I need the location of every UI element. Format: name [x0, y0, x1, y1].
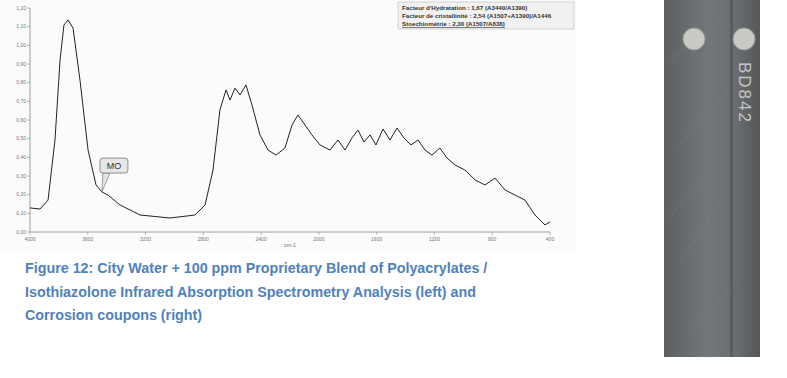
chart-background — [0, 0, 576, 250]
x-tick-label: 800 — [488, 236, 497, 242]
y-tick — [27, 45, 30, 46]
x-tick-label: 3600 — [82, 236, 93, 242]
info-line: Facteur d'Hydratation : 1,67 (A3440/A139… — [402, 4, 527, 11]
y-tick-label: 1,10 — [16, 23, 26, 29]
x-tick-label: 1600 — [371, 236, 382, 242]
y-tick — [27, 8, 30, 9]
x-tick-label: 2800 — [198, 236, 209, 242]
x-tick-label: 2400 — [256, 236, 267, 242]
caption-line: Figure 12: City Water + 100 ppm Propriet… — [25, 260, 487, 276]
coupon-photo: BD842 — [664, 0, 760, 357]
y-tick — [27, 120, 30, 121]
x-axis — [30, 232, 550, 233]
y-tick-label: 0,00 — [16, 229, 26, 235]
y-tick — [27, 26, 30, 27]
x-tick-label: 3200 — [140, 236, 151, 242]
spectrum-chart: 0,00 0,10 0,20 0,30 0,40 0,50 0,60 0,70 0,80 0,90… — [0, 0, 576, 250]
y-tick — [27, 64, 30, 65]
y-tick-label: 0,80 — [16, 79, 26, 85]
caption-line: Corrosion coupons (right) — [25, 307, 202, 323]
y-tick — [27, 82, 30, 83]
y-tick — [27, 157, 30, 158]
caption-line: Isothiazolone Infrared Absorption Spectr… — [25, 284, 476, 300]
y-tick-label: 1,00 — [16, 42, 26, 48]
scratch — [680, 200, 725, 260]
info-line: Facteur de cristallinité : 2,54 (A1507+A… — [402, 12, 552, 19]
plot-area — [30, 20, 550, 225]
scratch — [675, 90, 728, 150]
x-tick-label: 2000 — [313, 236, 324, 242]
scratch — [690, 280, 740, 330]
caption: Figure 12: City Water + 100 ppm Propriet… — [25, 260, 487, 323]
page: 0,00 0,10 0,20 0,30 0,40 0,50 0,60 0,70 0,80 0,90… — [0, 0, 787, 378]
canvas: 0,00 0,10 0,20 0,30 0,40 0,50 0,60 0,70 0,80 0,90… — [0, 0, 787, 378]
coupon-hole — [733, 28, 755, 50]
scratch — [670, 20, 720, 60]
annotation-pointer — [102, 173, 110, 192]
annotation-text: MO — [107, 161, 122, 171]
y-tick — [27, 176, 30, 177]
x-axis-label: cm-1 — [284, 242, 296, 248]
annotation: MO — [100, 158, 128, 192]
y-tick — [27, 194, 30, 195]
coupon-stripe — [730, 0, 733, 357]
info-line: Stoechiométrie : 2,30 (A1507/A838) — [402, 20, 505, 27]
coupon-label: BD842 — [735, 62, 754, 124]
coupon-hole — [683, 28, 705, 50]
y-tick-label: 0,10 — [16, 210, 26, 216]
coupon — [664, 0, 760, 357]
x-tick-label: 4000 — [24, 236, 35, 242]
y-tick-label: 0,70 — [16, 98, 26, 104]
spectrum-line — [30, 20, 550, 225]
y-tick-label: 0,90 — [16, 61, 26, 67]
info-box-frame — [398, 2, 574, 29]
y-tick — [27, 213, 30, 214]
annotation-box — [100, 158, 128, 173]
y-tick-label: 0,30 — [16, 173, 26, 179]
x-tick-label: 400 — [546, 236, 555, 242]
y-tick-label: 0,60 — [16, 117, 26, 123]
y-tick-label: 0,40 — [16, 154, 26, 160]
y-tick-label: 0,20 — [16, 191, 26, 197]
info-box: Facteur d'Hydratation : 1,67 (A3440/A139… — [398, 2, 574, 29]
y-tick — [27, 232, 30, 233]
y-tick — [27, 138, 30, 139]
x-tick-label: 1200 — [429, 236, 440, 242]
y-tick-label: 1,20 — [16, 5, 26, 11]
y-tick — [27, 101, 30, 102]
y-tick-label: 0,50 — [16, 135, 26, 141]
scratch — [668, 180, 700, 220]
